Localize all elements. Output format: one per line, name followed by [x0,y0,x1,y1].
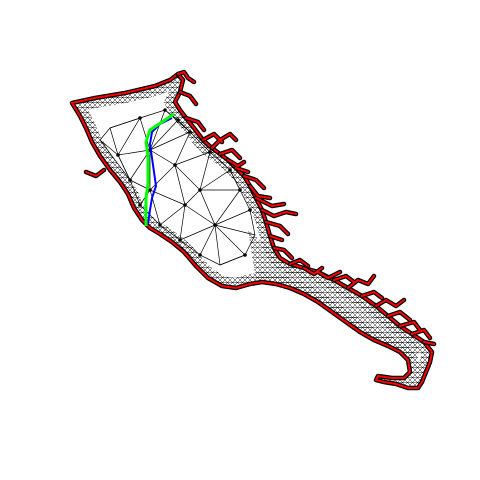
dense-mesh-lobe [248,230,420,360]
blue-path [147,117,173,225]
coastline-inlets [83,69,437,347]
green-path [144,112,175,226]
